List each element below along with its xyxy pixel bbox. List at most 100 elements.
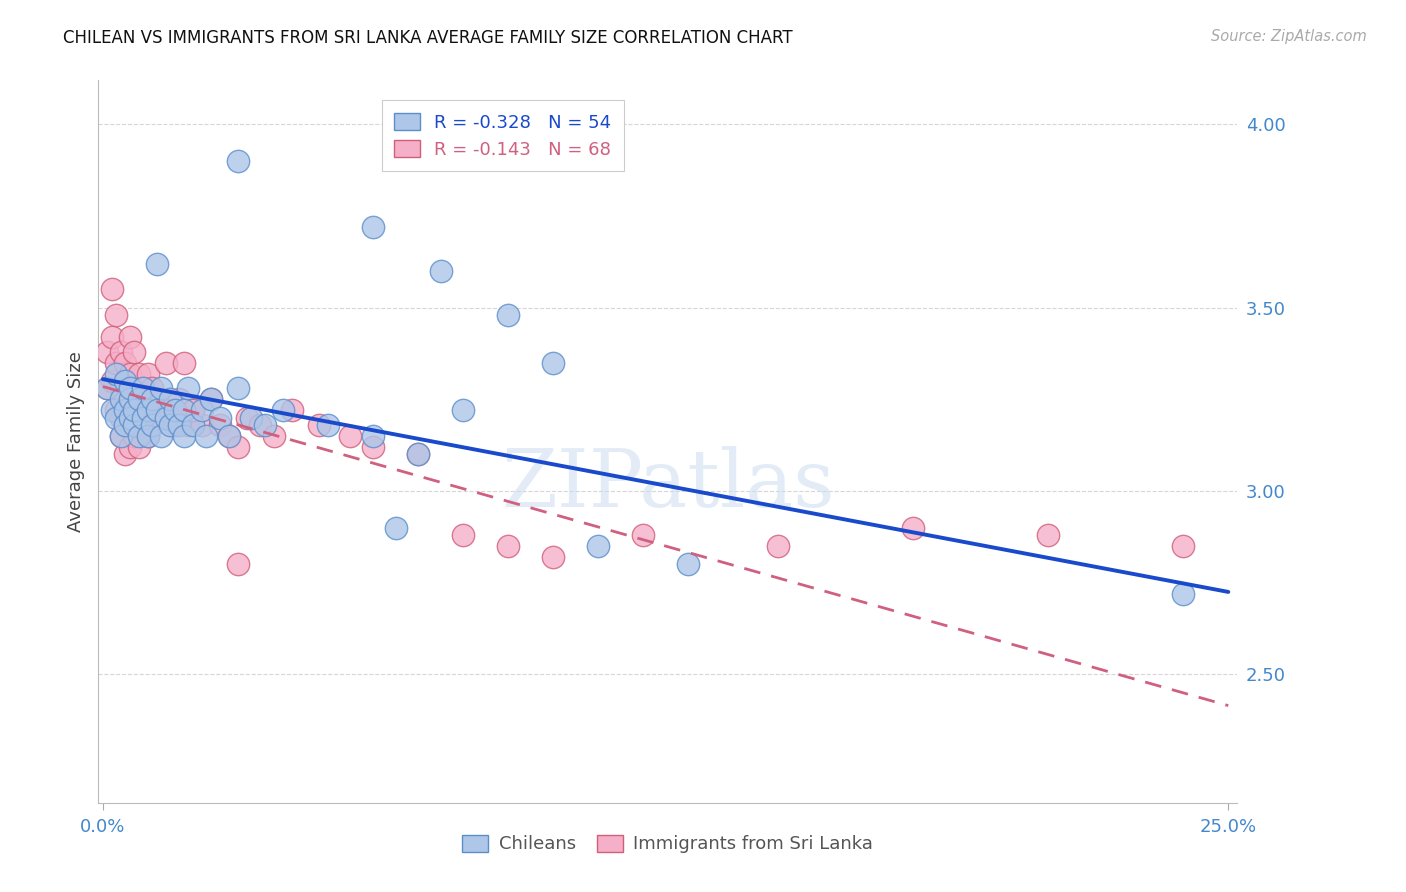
- Point: [496, 539, 519, 553]
- Point: [316, 417, 339, 432]
- Point: [1173, 539, 1195, 553]
- Point: [173, 356, 195, 370]
- Point: [124, 403, 146, 417]
- Point: [118, 440, 141, 454]
- Point: [118, 417, 141, 432]
- Point: [101, 374, 124, 388]
- Point: [146, 392, 169, 407]
- Point: [208, 410, 231, 425]
- Point: [118, 410, 141, 425]
- Point: [136, 429, 159, 443]
- Point: [208, 417, 231, 432]
- Point: [226, 440, 249, 454]
- Point: [361, 219, 384, 234]
- Point: [226, 558, 249, 572]
- Point: [240, 410, 263, 425]
- Point: [96, 344, 118, 359]
- Point: [249, 417, 271, 432]
- Point: [263, 429, 285, 443]
- Point: [496, 308, 519, 322]
- Point: [101, 330, 124, 344]
- Point: [226, 153, 249, 168]
- Point: [191, 417, 214, 432]
- Point: [163, 403, 186, 417]
- Point: [429, 264, 451, 278]
- Point: [132, 381, 155, 395]
- Point: [253, 417, 276, 432]
- Point: [105, 403, 128, 417]
- Point: [150, 429, 173, 443]
- Point: [128, 392, 150, 407]
- Point: [124, 417, 146, 432]
- Point: [110, 392, 132, 407]
- Point: [181, 403, 204, 417]
- Point: [114, 447, 136, 461]
- Point: [361, 440, 384, 454]
- Point: [141, 381, 163, 395]
- Point: [136, 403, 159, 417]
- Point: [118, 392, 141, 407]
- Point: [146, 403, 169, 417]
- Point: [177, 417, 200, 432]
- Point: [146, 257, 169, 271]
- Point: [308, 417, 330, 432]
- Point: [901, 521, 924, 535]
- Point: [541, 550, 564, 565]
- Point: [105, 367, 128, 381]
- Point: [124, 381, 146, 395]
- Point: [114, 417, 136, 432]
- Point: [124, 429, 146, 443]
- Text: ZIPatlas: ZIPatlas: [501, 446, 835, 524]
- Point: [200, 392, 222, 407]
- Point: [118, 330, 141, 344]
- Point: [541, 356, 564, 370]
- Point: [155, 356, 177, 370]
- Point: [218, 429, 240, 443]
- Point: [361, 429, 384, 443]
- Point: [110, 381, 132, 395]
- Point: [451, 403, 474, 417]
- Point: [132, 410, 155, 425]
- Point: [169, 392, 191, 407]
- Point: [114, 417, 136, 432]
- Point: [150, 410, 173, 425]
- Point: [155, 410, 177, 425]
- Point: [586, 539, 609, 553]
- Point: [114, 356, 136, 370]
- Point: [96, 381, 118, 395]
- Point: [181, 417, 204, 432]
- Point: [451, 528, 474, 542]
- Point: [124, 344, 146, 359]
- Point: [136, 403, 159, 417]
- Point: [128, 440, 150, 454]
- Point: [173, 429, 195, 443]
- Point: [1173, 587, 1195, 601]
- Point: [128, 429, 150, 443]
- Point: [110, 429, 132, 443]
- Point: [128, 392, 150, 407]
- Point: [1038, 528, 1060, 542]
- Point: [124, 403, 146, 417]
- Point: [631, 528, 654, 542]
- Text: CHILEAN VS IMMIGRANTS FROM SRI LANKA AVERAGE FAMILY SIZE CORRELATION CHART: CHILEAN VS IMMIGRANTS FROM SRI LANKA AVE…: [63, 29, 793, 47]
- Point: [195, 429, 218, 443]
- Y-axis label: Average Family Size: Average Family Size: [66, 351, 84, 532]
- Point: [101, 403, 124, 417]
- Point: [281, 403, 304, 417]
- Point: [128, 417, 150, 432]
- Point: [114, 374, 136, 388]
- Point: [141, 417, 163, 432]
- Point: [163, 417, 186, 432]
- Point: [159, 403, 181, 417]
- Point: [159, 392, 181, 407]
- Point: [96, 381, 118, 395]
- Point: [406, 447, 429, 461]
- Point: [118, 367, 141, 381]
- Point: [406, 447, 429, 461]
- Point: [101, 282, 124, 296]
- Point: [136, 367, 159, 381]
- Point: [191, 403, 214, 417]
- Point: [218, 429, 240, 443]
- Point: [114, 403, 136, 417]
- Point: [110, 344, 132, 359]
